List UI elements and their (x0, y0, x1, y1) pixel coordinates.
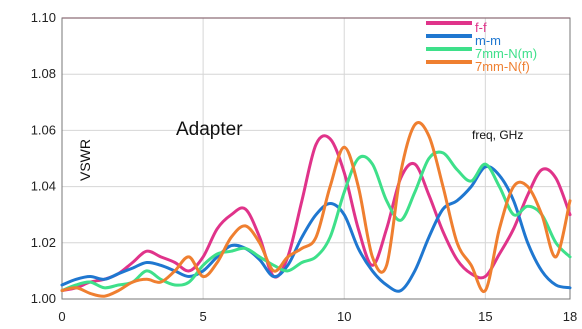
series-lines (60, 121, 572, 298)
series-line-2 (60, 150, 572, 293)
y-axis-ticks: 1.00 1.02 1.04 1.06 1.08 1.10 (31, 10, 56, 306)
y-axis-label: VSWR (77, 139, 93, 181)
x-tick-label: 10 (337, 309, 351, 324)
series-line-1 (60, 165, 572, 293)
y-tick-label: 1.02 (31, 235, 56, 250)
series-line-3 (60, 121, 572, 298)
legend-label: f-f (475, 20, 487, 35)
legend-label: 7mm-N(m) (475, 46, 537, 61)
y-tick-label: 1.04 (31, 179, 56, 194)
x-tick-label: 18 (563, 309, 577, 324)
y-tick-label: 1.10 (31, 10, 56, 25)
x-tick-label: 0 (58, 309, 65, 324)
legend-label: m-m (475, 33, 501, 48)
chart-annotation-adapter: Adapter (176, 119, 243, 140)
x-tick-label: 5 (199, 309, 206, 324)
x-tick-label: 15 (478, 309, 492, 324)
y-tick-label: 1.06 (31, 122, 56, 137)
y-tick-label: 1.08 (31, 66, 56, 81)
y-tick-label: 1.00 (31, 291, 56, 306)
x-unit-annotation: freq, GHz (472, 128, 523, 142)
legend-label: 7mm-N(f) (475, 59, 530, 74)
plot-frame (61, 17, 571, 300)
x-axis-ticks: 0 5 10 15 18 (58, 309, 577, 324)
series-line-0 (60, 134, 572, 293)
